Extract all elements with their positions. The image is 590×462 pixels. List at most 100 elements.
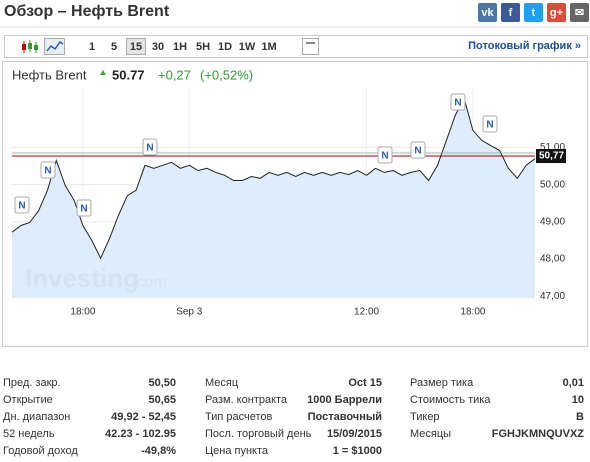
- news-marker-label: N: [454, 98, 461, 109]
- stat-row: Дн. диапазон 49,92 - 52,45: [3, 411, 176, 423]
- y-tick-label: 49,00: [540, 216, 565, 227]
- stat-label: Пред. закр.: [3, 377, 61, 389]
- news-marker[interactable]: [142, 138, 158, 156]
- stream-link[interactable]: Потоковый график »: [468, 40, 581, 52]
- stat-row: Открытие 50,65: [3, 394, 176, 406]
- x-tick-label: 18:00: [70, 307, 95, 318]
- stat-label: Тип расчетов: [205, 411, 273, 423]
- stat-value: Поставочный: [307, 411, 382, 423]
- y-tick-label: 48,00: [540, 254, 565, 265]
- share-icon[interactable]: [524, 3, 543, 22]
- toolbar-button[interactable]: 30: [152, 41, 164, 53]
- news-marker[interactable]: [482, 115, 498, 133]
- stat-row: Месяцы FGHJKMNQUVXZ: [410, 428, 584, 440]
- stat-label: Месяцы: [410, 428, 452, 440]
- stat-value: 50,65: [148, 394, 176, 406]
- toolbar-button[interactable]: 5: [111, 41, 117, 53]
- settings-icon[interactable]: [302, 38, 319, 55]
- share-icon-label: g+: [550, 7, 563, 19]
- stat-label: Посл. торговый день: [205, 428, 312, 440]
- quote-change: +0,27: [158, 67, 191, 82]
- news-marker-label: N: [44, 166, 51, 177]
- quote-last: 50.77: [112, 67, 145, 82]
- stat-row: Цена пункта 1 = $1000: [205, 445, 382, 457]
- x-tick-label: 12:00: [354, 307, 379, 318]
- area-fill: [12, 98, 535, 299]
- share-icon[interactable]: [501, 3, 520, 22]
- stat-value: B: [576, 411, 584, 423]
- y-tick-label: 47,00: [540, 291, 565, 302]
- stat-value: 50,50: [148, 377, 176, 389]
- news-marker-label: N: [146, 143, 153, 154]
- x-tick-label: Sep 3: [176, 307, 203, 318]
- stat-label: Цена пункта: [205, 445, 269, 457]
- share-icon[interactable]: [547, 3, 566, 22]
- line-icon[interactable]: [44, 38, 65, 55]
- stat-row: Месяц Oct 15: [205, 377, 382, 389]
- candle-icon[interactable]: [20, 40, 42, 53]
- share-icon-label: t: [532, 7, 536, 19]
- share-icon[interactable]: [570, 3, 589, 22]
- stat-row: Стоимость тика 10: [410, 394, 584, 406]
- toolbar-button-selected: [126, 38, 146, 55]
- stat-row: Размер тика 0,01: [410, 377, 584, 389]
- toolbar-button[interactable]: 1M: [261, 41, 276, 53]
- stat-label: 52 недель: [3, 428, 55, 440]
- stat-value: FGHJKMNQUVXZ: [491, 428, 584, 440]
- toolbar-button[interactable]: 1W: [239, 41, 256, 53]
- quote-change-pct: (+0,52%): [200, 67, 253, 82]
- settings-icon-bar: [306, 42, 315, 44]
- news-marker[interactable]: [410, 141, 426, 159]
- stat-row: Пред. закр. 50,50: [3, 377, 176, 389]
- news-marker-label: N: [414, 146, 421, 157]
- stat-value: -49,8%: [141, 445, 176, 457]
- toolbar-button[interactable]: 15: [130, 41, 142, 53]
- stat-value: 1000 Баррели: [307, 394, 382, 406]
- stat-row: Разм. контракта 1000 Баррели: [205, 394, 382, 406]
- quote-name: Нефть Brent: [12, 67, 87, 82]
- stat-row: 52 недель 42.23 - 102.95: [3, 428, 176, 440]
- stat-value: 49,92 - 52,45: [111, 411, 176, 423]
- news-marker-label: N: [486, 120, 493, 131]
- y-tick-label: 51,00: [540, 142, 565, 153]
- stat-label: Тикер: [410, 411, 440, 423]
- share-icon-label: ✉: [575, 7, 584, 19]
- news-marker[interactable]: [14, 196, 30, 214]
- news-marker[interactable]: [76, 199, 92, 217]
- stat-label: Открытие: [3, 394, 53, 406]
- news-marker-label: N: [18, 201, 25, 212]
- stat-label: Разм. контракта: [205, 394, 288, 406]
- stat-row: Тип расчетов Поставочный: [205, 411, 382, 423]
- news-marker[interactable]: [450, 93, 466, 111]
- stat-label: Годовой доход: [3, 445, 78, 457]
- stat-label: Месяц: [205, 377, 239, 389]
- stat-value: 1 = $1000: [332, 445, 382, 457]
- news-marker-label: N: [80, 204, 87, 215]
- toolbar-button[interactable]: 5H: [196, 41, 210, 53]
- share-icon[interactable]: [478, 3, 497, 22]
- stat-row: Годовой доход -49,8%: [3, 445, 176, 457]
- x-tick-label: 18:00: [460, 307, 485, 318]
- price-line: [11, 97, 536, 260]
- up-arrow: [100, 70, 106, 75]
- stat-label: Размер тика: [410, 377, 474, 389]
- share-icon-label: f: [509, 7, 513, 19]
- stat-label: Дн. диапазон: [3, 411, 71, 423]
- stat-row: Тикер B: [410, 411, 584, 423]
- stat-value: 42.23 - 102.95: [105, 428, 176, 440]
- stat-row: Посл. торговый день 15/09/2015: [205, 428, 382, 440]
- y-tick-label: 50,00: [540, 179, 565, 190]
- stat-value: 10: [571, 394, 584, 406]
- current-price-box: [536, 149, 566, 164]
- stat-value: Oct 15: [348, 377, 382, 389]
- toolbar-button[interactable]: 1H: [173, 41, 187, 53]
- news-marker[interactable]: [377, 146, 393, 164]
- stat-label: Стоимость тика: [410, 394, 491, 406]
- toolbar-button[interactable]: 1: [89, 41, 95, 53]
- toolbar-button[interactable]: 1D: [218, 41, 232, 53]
- news-marker[interactable]: [40, 161, 56, 179]
- current-price-label: 50,77: [539, 151, 564, 162]
- share-icon-label: vk: [481, 7, 494, 19]
